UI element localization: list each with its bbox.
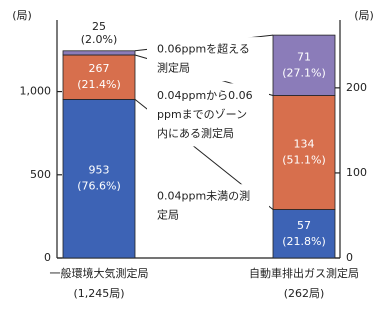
bar-segment: [62, 98, 136, 259]
value-label: 25: [92, 20, 106, 33]
annotation: 内にある測定局: [157, 126, 234, 140]
share-label: (21.8%): [282, 235, 326, 248]
value-label: 134: [294, 138, 315, 151]
annotation: 0.04ppm未満の測: [157, 189, 250, 203]
bar-segment: [272, 209, 336, 259]
value-label: 953: [89, 164, 110, 177]
share-label: (2.0%): [81, 33, 118, 46]
share-label: (27.1%): [282, 66, 326, 79]
y2-unit: (局): [354, 9, 374, 22]
share-label: (76.6%): [77, 180, 121, 193]
annotation-box: [147, 184, 269, 229]
value-label: 57: [297, 219, 311, 232]
y-tick-label: 1,000: [20, 85, 52, 98]
value-label: 267: [89, 62, 110, 75]
annotation: 測定局: [157, 61, 190, 75]
bar-segment: [272, 95, 336, 210]
y-tick-label: 0: [44, 251, 51, 264]
share-label: (21.4%): [77, 78, 121, 91]
y2-tick-label: 0: [346, 251, 353, 264]
share-label: (51.1%): [282, 154, 326, 167]
category-label: 自動車排出ガス測定局: [249, 266, 359, 280]
value-label: 71: [297, 50, 311, 63]
annotation: 0.04ppmから0.06: [157, 89, 253, 102]
y2-tick-label: 200: [346, 81, 367, 94]
bar-segment: [62, 54, 136, 100]
annotation: 定局: [157, 208, 179, 222]
category-label: 一般環境大気測定局: [50, 266, 149, 280]
y-tick-label: 500: [30, 168, 51, 181]
annotation: ppmまでのゾーン: [157, 108, 247, 121]
annotation: 0.06ppmを超える: [157, 42, 250, 56]
y2-tick-label: 100: [346, 166, 367, 179]
bar-segment: [272, 34, 336, 96]
category-total: (1,245局): [73, 287, 124, 300]
y-unit: (局): [12, 9, 32, 22]
bar-segment: [62, 50, 136, 56]
category-total: (262局): [284, 287, 325, 300]
annotation-box: [147, 37, 269, 82]
annotation-box: [147, 83, 269, 147]
